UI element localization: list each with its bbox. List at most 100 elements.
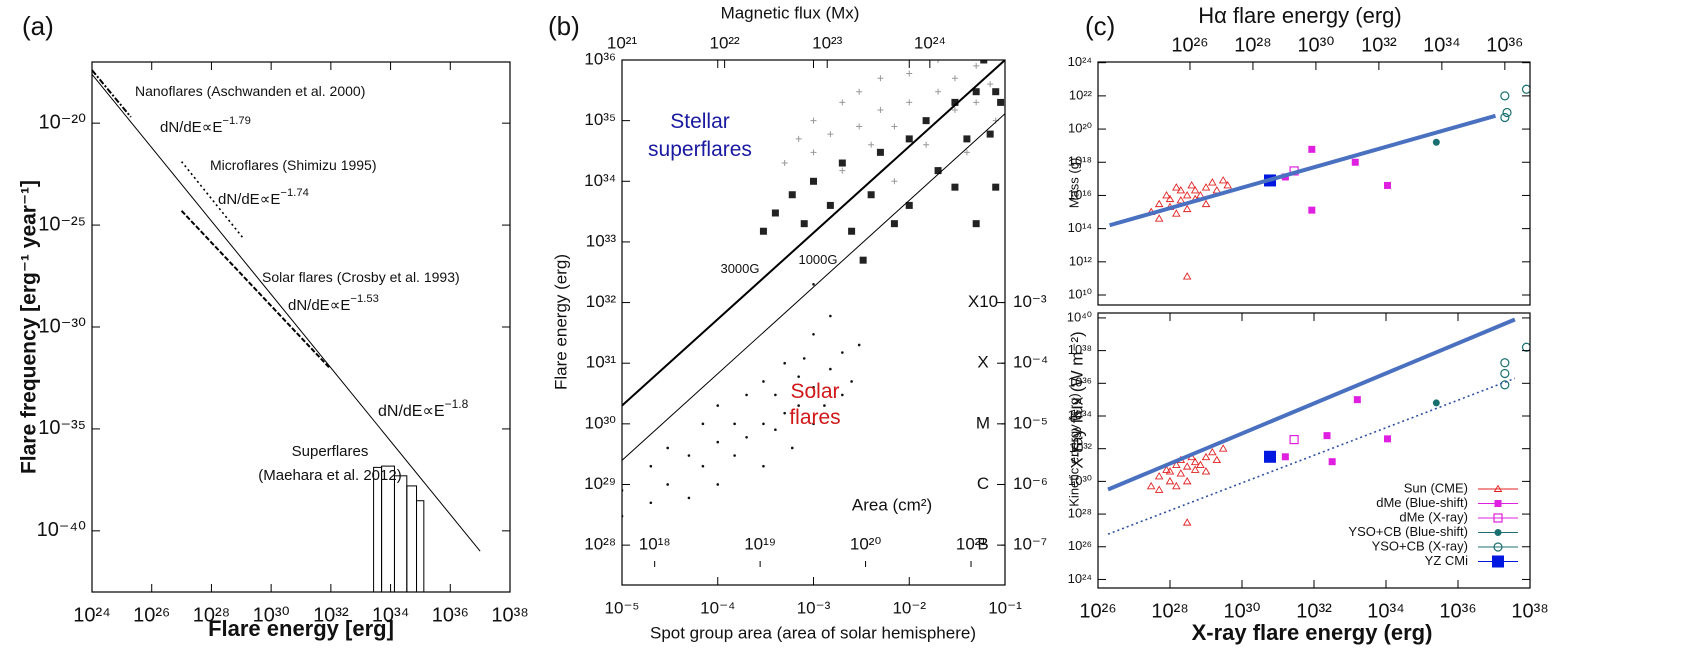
point (963, 135, 971, 143)
point (666, 446, 669, 450)
point (987, 81, 994, 88)
annotation-text: 3000G (720, 261, 759, 276)
point (1521, 342, 1530, 352)
y-tick-label: 10¹⁴ (1068, 220, 1092, 235)
point (997, 98, 1005, 106)
series-line (180, 210, 331, 369)
x-tick-label: 10³⁸ (491, 604, 528, 626)
point (1190, 186, 1200, 194)
y-tick-label: 10⁻³⁰ (39, 315, 86, 337)
point (823, 404, 826, 407)
x-tick-label: 10⁻³ (797, 598, 831, 617)
point (1154, 472, 1164, 480)
plot-frame (621, 59, 1006, 586)
class-tick-label: X (977, 353, 988, 372)
point (1172, 460, 1181, 468)
point (733, 422, 736, 426)
point (827, 131, 834, 138)
axis-label: Kinetic energy (erg) (1066, 393, 1081, 506)
point (905, 135, 913, 143)
x-tick-label: 10³⁴ (1367, 600, 1405, 622)
point (972, 220, 980, 228)
y-tick-label: 10⁻²⁵ (38, 213, 86, 235)
point (1182, 191, 1192, 199)
series-line (92, 73, 481, 552)
point (701, 464, 705, 468)
legend-marker (1493, 484, 1503, 492)
series-line (622, 113, 1005, 461)
panel-label: (b) (548, 11, 580, 41)
point (1182, 476, 1192, 485)
x-tick-label: 10³² (313, 604, 349, 626)
point (980, 60, 988, 64)
point (762, 464, 765, 468)
x2-tick-label: 10³⁶ (1486, 34, 1523, 56)
point (1187, 181, 1196, 189)
point (1201, 452, 1211, 461)
point (951, 98, 959, 106)
series-line (622, 60, 1005, 407)
annotation: Nanoflares (Aschwanden et al. 2000) (135, 83, 365, 99)
point (812, 386, 815, 389)
point (1165, 476, 1175, 485)
annotation-exponent: −1.8 (445, 397, 469, 411)
x-tick-label: 10²⁶ (1079, 600, 1116, 622)
point (1500, 380, 1510, 390)
annotation-text: Solar flares (Crosby et al. 1993) (262, 269, 460, 285)
x2-tick-label: 10³⁴ (1423, 34, 1461, 56)
point (1323, 432, 1331, 440)
axis-label: Mass (g) (1066, 158, 1081, 209)
plot-frame (91, 61, 511, 593)
x2-tick-label: 10²⁸ (1234, 34, 1271, 56)
annotation: dN/dE∝E−1.74 (218, 187, 309, 208)
point (856, 88, 863, 95)
point (1190, 465, 1200, 473)
x2-tick-label: 10³² (1361, 34, 1397, 56)
annotation-text: Solar (790, 380, 839, 403)
y-tick-label: 10³⁰ (1068, 473, 1092, 488)
y-tick-label: 10³⁴ (584, 171, 616, 190)
plot-frame (1097, 61, 1531, 306)
point (906, 99, 913, 106)
series-line (1109, 113, 1497, 228)
point (850, 380, 853, 383)
point (788, 191, 796, 199)
x-tick-label: 10⁻² (892, 598, 926, 617)
annotation: Solar flares (Crosby et al. 1993) (262, 269, 460, 285)
point (1500, 112, 1510, 123)
annotation-text: dN/dE∝E (288, 297, 350, 314)
legend-label: dMe (X-ray) (1399, 509, 1468, 524)
point (797, 404, 800, 407)
y-tick-label: 10⁴⁰ (1067, 309, 1092, 324)
point (1218, 176, 1228, 184)
point (951, 75, 958, 82)
y2-tick-label: 10⁻⁶ (1013, 474, 1048, 493)
axis-label: Hα flare energy (erg) (1198, 3, 1401, 28)
point (1383, 181, 1391, 189)
annotation: Solar (790, 380, 839, 403)
annotation-exponent: −1.79 (222, 115, 250, 127)
point (649, 464, 653, 468)
annotation-text: Microflares (Shimizu 1995) (210, 157, 377, 173)
point (1308, 145, 1316, 153)
point (973, 99, 980, 106)
area-tick-label: 10²¹ (956, 534, 987, 553)
point (1264, 450, 1277, 463)
legend-label: dMe (Blue-shift) (1376, 495, 1468, 510)
point (1328, 458, 1336, 466)
y-tick-label: 10³⁶ (584, 49, 616, 68)
annotation-exponent: −1.53 (350, 293, 378, 305)
point (1154, 199, 1164, 208)
legend-marker (1494, 500, 1502, 507)
point (812, 332, 815, 336)
annotation: Stellar (670, 110, 730, 133)
point (795, 135, 802, 142)
annotation: Superflares (292, 443, 369, 460)
point (1432, 138, 1440, 146)
annotation-text: dN/dE∝E (378, 403, 445, 420)
annotation-text: (Maehara et al. 2012) (258, 467, 401, 484)
point (1162, 191, 1171, 199)
axis-label: Spot group area (area of solar hemispher… (650, 623, 976, 642)
point (1162, 465, 1171, 473)
point (1308, 206, 1316, 214)
